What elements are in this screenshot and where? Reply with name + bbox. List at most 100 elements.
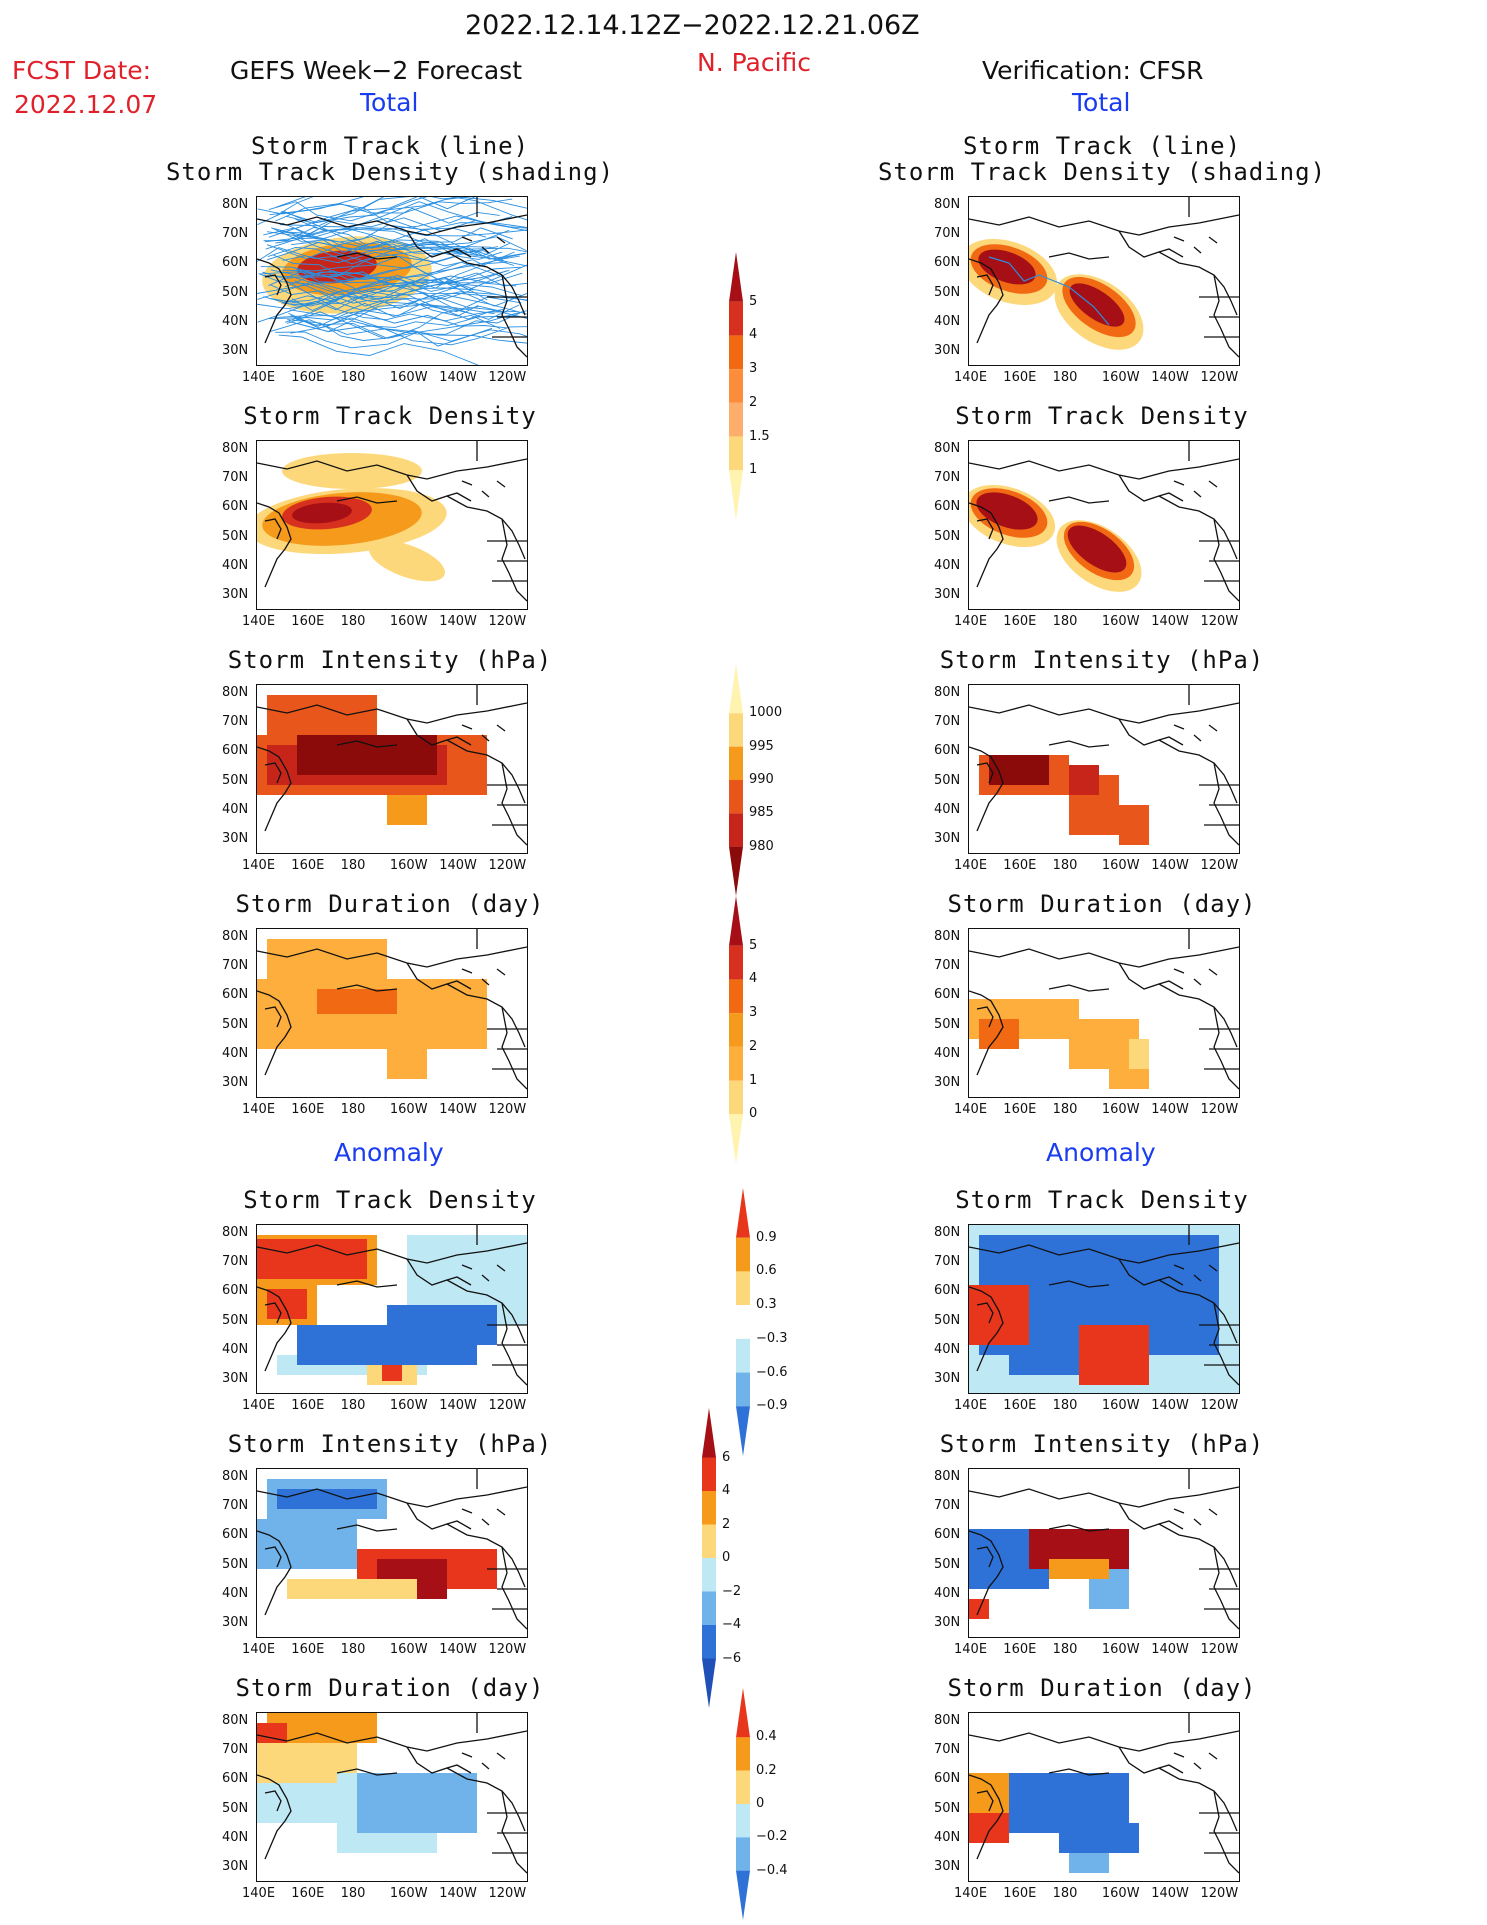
left-anom-duration-title: Storm Duration (day) (160, 1674, 620, 1702)
lat-tick-label: 80N (222, 685, 248, 700)
lon-tick-label: 140W (439, 370, 477, 385)
lat-tick-label: 30N (222, 1371, 248, 1386)
lat-tick-label: 70N (222, 1254, 248, 1269)
lon-tick-label: 140E (242, 1642, 275, 1657)
right-density-title: Storm Track Density (872, 402, 1332, 430)
lat-tick-label: 50N (934, 529, 960, 544)
colorbar-label: 4 (722, 1483, 730, 1498)
lat-tick-label: 50N (222, 285, 248, 300)
lat-tick-label: 80N (222, 1225, 248, 1240)
lon-tick-label: 120W (1201, 858, 1239, 873)
colorbar-label: 985 (749, 805, 774, 820)
colorbar-label: 1.5 (749, 429, 770, 444)
lat-tick-label: 60N (934, 1527, 960, 1542)
lon-tick-label: 140W (439, 858, 477, 873)
lat-tick-label: 80N (934, 685, 960, 700)
lon-tick-label: 180 (341, 370, 366, 385)
lat-tick-label: 50N (934, 1557, 960, 1572)
lon-tick-label: 140E (954, 1102, 987, 1117)
colorbar-label: 990 (749, 772, 774, 787)
left-anom-intensity-map (256, 1468, 528, 1638)
fcst-date-label: FCST Date: (12, 56, 151, 85)
lon-tick-label: 140W (1151, 1886, 1189, 1901)
left-total-label: Total (360, 88, 418, 117)
lon-tick-label: 120W (1201, 614, 1239, 629)
lon-tick-label: 160W (390, 1642, 428, 1657)
colorbar-label: −0.3 (756, 1331, 788, 1346)
lat-tick-label: 50N (934, 1017, 960, 1032)
lat-tick-label: 30N (222, 1075, 248, 1090)
lon-tick-label: 140W (1151, 1642, 1189, 1657)
colorbar-label: 0.2 (756, 1763, 777, 1778)
lon-tick-label: 160W (1102, 1642, 1140, 1657)
lat-tick-label: 80N (222, 441, 248, 456)
lat-tick-label: 40N (222, 1586, 248, 1601)
lat-tick-label: 70N (934, 470, 960, 485)
lat-tick-label: 60N (934, 1283, 960, 1298)
lat-tick-label: 60N (934, 743, 960, 758)
colorbar-label: 980 (749, 839, 774, 854)
forecast-period-title: 2022.12.14.12Z−2022.12.21.06Z (465, 10, 920, 41)
lon-tick-label: 140W (1151, 1398, 1189, 1413)
lon-tick-label: 160E (291, 1642, 324, 1657)
lon-tick-label: 160W (1102, 1102, 1140, 1117)
lat-tick-label: 60N (222, 987, 248, 1002)
lat-tick-label: 70N (934, 1254, 960, 1269)
right-anom-intensity-map (968, 1468, 1240, 1638)
fcst-date-value: 2022.12.07 (14, 90, 157, 119)
lon-tick-label: 120W (1201, 370, 1239, 385)
lon-tick-label: 180 (341, 858, 366, 873)
lon-tick-label: 180 (1053, 1398, 1078, 1413)
lon-tick-label: 160E (291, 1398, 324, 1413)
lon-tick-label: 140W (1151, 370, 1189, 385)
colorbar-label: 5 (749, 294, 757, 309)
lon-tick-label: 160E (1003, 858, 1036, 873)
lat-tick-label: 70N (934, 1742, 960, 1757)
lon-tick-label: 140E (242, 858, 275, 873)
lon-tick-label: 180 (341, 1642, 366, 1657)
lat-tick-label: 30N (934, 343, 960, 358)
lon-tick-label: 140E (242, 614, 275, 629)
colorbar-label: −0.2 (756, 1829, 788, 1844)
lat-tick-label: 40N (934, 314, 960, 329)
colorbar-label: 1 (749, 1073, 757, 1088)
lon-tick-label: 120W (1201, 1102, 1239, 1117)
colorbar-label: 6 (722, 1450, 730, 1465)
lat-tick-label: 70N (934, 1498, 960, 1513)
colorbar-label: 0.3 (756, 1297, 777, 1312)
lon-tick-label: 120W (489, 1398, 527, 1413)
left-intensity-title: Storm Intensity (hPa) (160, 646, 620, 674)
lat-tick-label: 50N (222, 1557, 248, 1572)
lat-tick-label: 70N (222, 958, 248, 973)
colorbar-label: 0 (756, 1796, 764, 1811)
colorbar-label: 0.9 (756, 1230, 777, 1245)
lon-tick-label: 140E (954, 1886, 987, 1901)
lon-tick-label: 120W (489, 1642, 527, 1657)
lat-tick-label: 40N (934, 1830, 960, 1845)
lat-tick-label: 30N (222, 343, 248, 358)
lon-tick-label: 160E (1003, 1102, 1036, 1117)
right-anom-duration-title: Storm Duration (day) (872, 1674, 1332, 1702)
lon-tick-label: 140E (242, 1102, 275, 1117)
lat-tick-label: 70N (222, 470, 248, 485)
lon-tick-label: 160E (1003, 1642, 1036, 1657)
lat-tick-label: 40N (934, 558, 960, 573)
lon-tick-label: 180 (1053, 1886, 1078, 1901)
lon-tick-label: 160W (1102, 370, 1140, 385)
right-total-label: Total (1072, 88, 1130, 117)
lat-tick-label: 70N (934, 714, 960, 729)
region-title: N. Pacific (697, 48, 811, 77)
lon-tick-label: 160W (1102, 1398, 1140, 1413)
lat-tick-label: 80N (222, 1469, 248, 1484)
lon-tick-label: 160E (1003, 614, 1036, 629)
lat-tick-label: 50N (934, 1801, 960, 1816)
colorbar-label: −2 (722, 1584, 741, 1599)
colorbar-label: 1000 (749, 705, 782, 720)
lon-tick-label: 140E (954, 614, 987, 629)
lon-tick-label: 120W (489, 370, 527, 385)
colorbar-label: 4 (749, 327, 757, 342)
lon-tick-label: 160E (291, 614, 324, 629)
left-anomaly-label: Anomaly (334, 1138, 444, 1167)
lat-tick-label: 40N (222, 558, 248, 573)
lat-tick-label: 30N (222, 1859, 248, 1874)
